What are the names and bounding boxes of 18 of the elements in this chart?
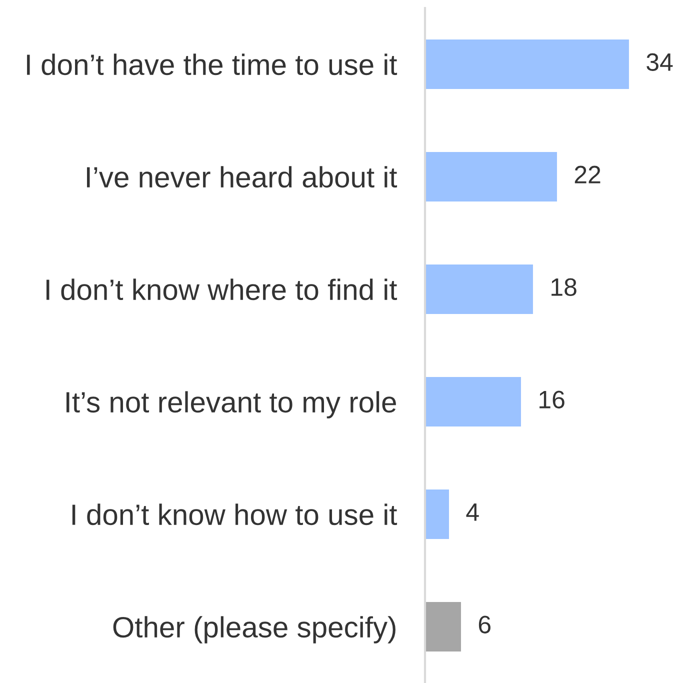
y-tick-label: It’s not relevant to my role bbox=[66, 391, 396, 418]
y-tick-label: I don’t know how to use it bbox=[72, 504, 398, 526]
y-tick-label: I don’t have the time to use it bbox=[27, 54, 398, 76]
bar bbox=[425, 377, 521, 426]
y-tick-label: I’ve never heard about it bbox=[87, 166, 398, 188]
data-label: 34 bbox=[646, 53, 673, 71]
data-label: 16 bbox=[540, 390, 564, 408]
bar bbox=[425, 40, 629, 89]
bar bbox=[425, 490, 449, 539]
bar bbox=[425, 264, 533, 314]
y-tick-label: Other (please specify) bbox=[113, 616, 396, 644]
data-label: 22 bbox=[574, 166, 600, 184]
bar bbox=[425, 152, 557, 202]
data-label: 4 bbox=[466, 504, 479, 521]
data-label: 6 bbox=[478, 616, 490, 634]
data-label: 18 bbox=[552, 278, 576, 296]
y-tick-label: I don’t know where to find it bbox=[46, 278, 398, 300]
bar bbox=[425, 602, 461, 652]
